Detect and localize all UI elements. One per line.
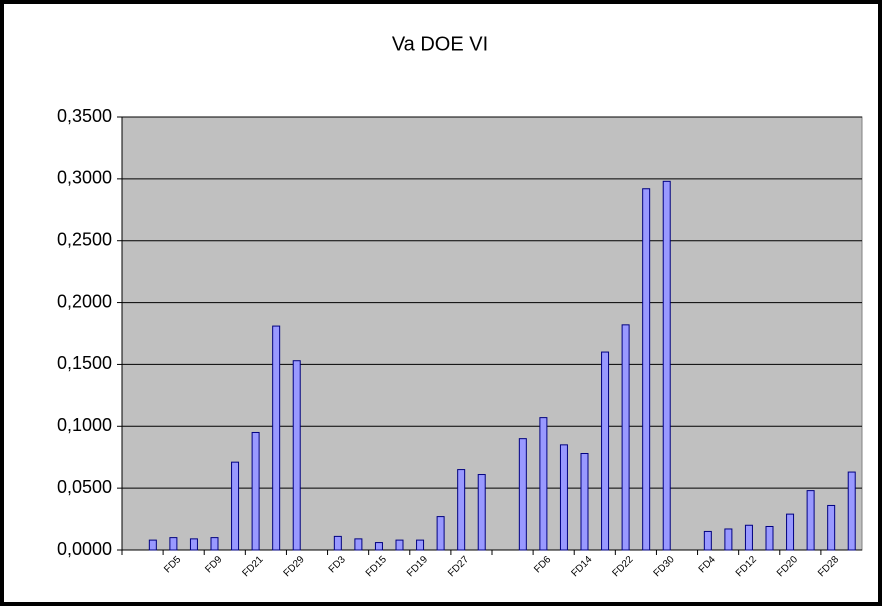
bar	[786, 513, 795, 551]
bar	[148, 539, 157, 551]
y-tick-label: 0,3500	[57, 106, 112, 126]
bar	[477, 474, 486, 551]
bar	[621, 324, 630, 551]
bar	[169, 537, 178, 551]
bar	[210, 537, 219, 551]
chart-title: Va DOE VI	[392, 33, 488, 55]
bar	[292, 360, 301, 551]
y-tick-label: 0,1000	[57, 415, 112, 435]
bar	[457, 469, 466, 551]
y-tick-label: 0,1500	[57, 353, 112, 373]
bar	[744, 524, 753, 551]
bar	[518, 438, 527, 551]
bar	[251, 431, 260, 551]
bar	[374, 542, 383, 551]
y-tick-label: 0,3000	[57, 168, 112, 188]
bar	[436, 516, 445, 551]
y-tick-label: 0,0000	[57, 539, 112, 559]
bar	[539, 417, 548, 551]
bar	[662, 180, 671, 551]
bar	[416, 539, 425, 551]
bar	[827, 504, 836, 551]
y-tick-label: 0,0500	[57, 477, 112, 497]
bar	[642, 188, 651, 551]
plot-area	[121, 116, 863, 551]
bar	[601, 351, 610, 551]
bar	[806, 490, 815, 551]
bar	[272, 325, 281, 551]
bar	[354, 538, 363, 551]
y-tick-label: 0,2000	[57, 291, 112, 311]
bar	[765, 525, 774, 551]
bar	[559, 444, 568, 551]
bar	[395, 539, 404, 551]
bar	[703, 530, 712, 551]
bar	[724, 528, 733, 551]
bar	[231, 461, 240, 551]
bar	[847, 471, 856, 551]
bar	[333, 535, 342, 551]
bar	[189, 538, 198, 551]
bar	[580, 453, 589, 551]
y-tick-label: 0,2500	[57, 229, 112, 249]
